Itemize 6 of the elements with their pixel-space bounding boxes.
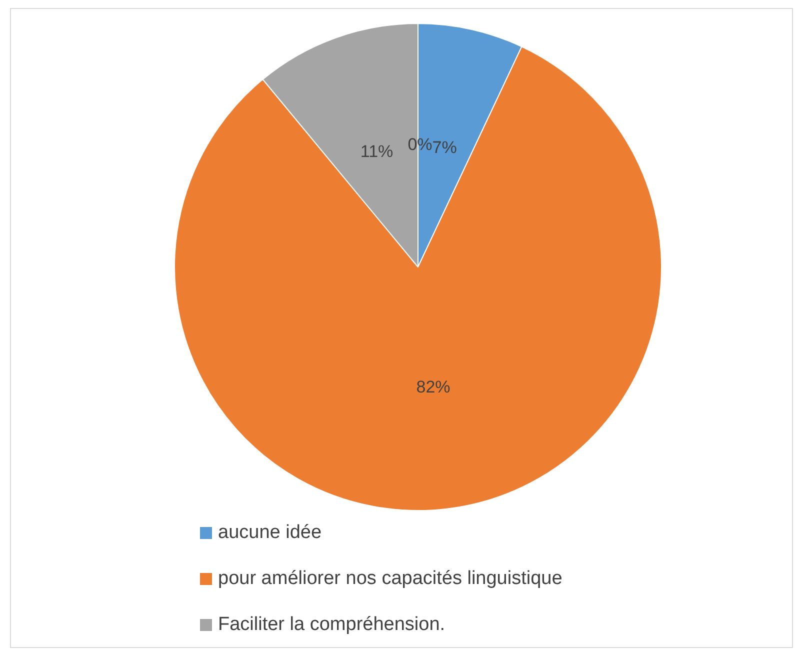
- data-label: 7%: [432, 138, 457, 157]
- legend-label: Faciliter la compréhension.: [218, 614, 446, 636]
- legend-label: pour améliorer nos capacités linguistique: [218, 568, 562, 590]
- data-label: 82%: [416, 377, 450, 396]
- legend-label: aucune idée: [218, 522, 322, 544]
- data-label: 11%: [360, 142, 394, 162]
